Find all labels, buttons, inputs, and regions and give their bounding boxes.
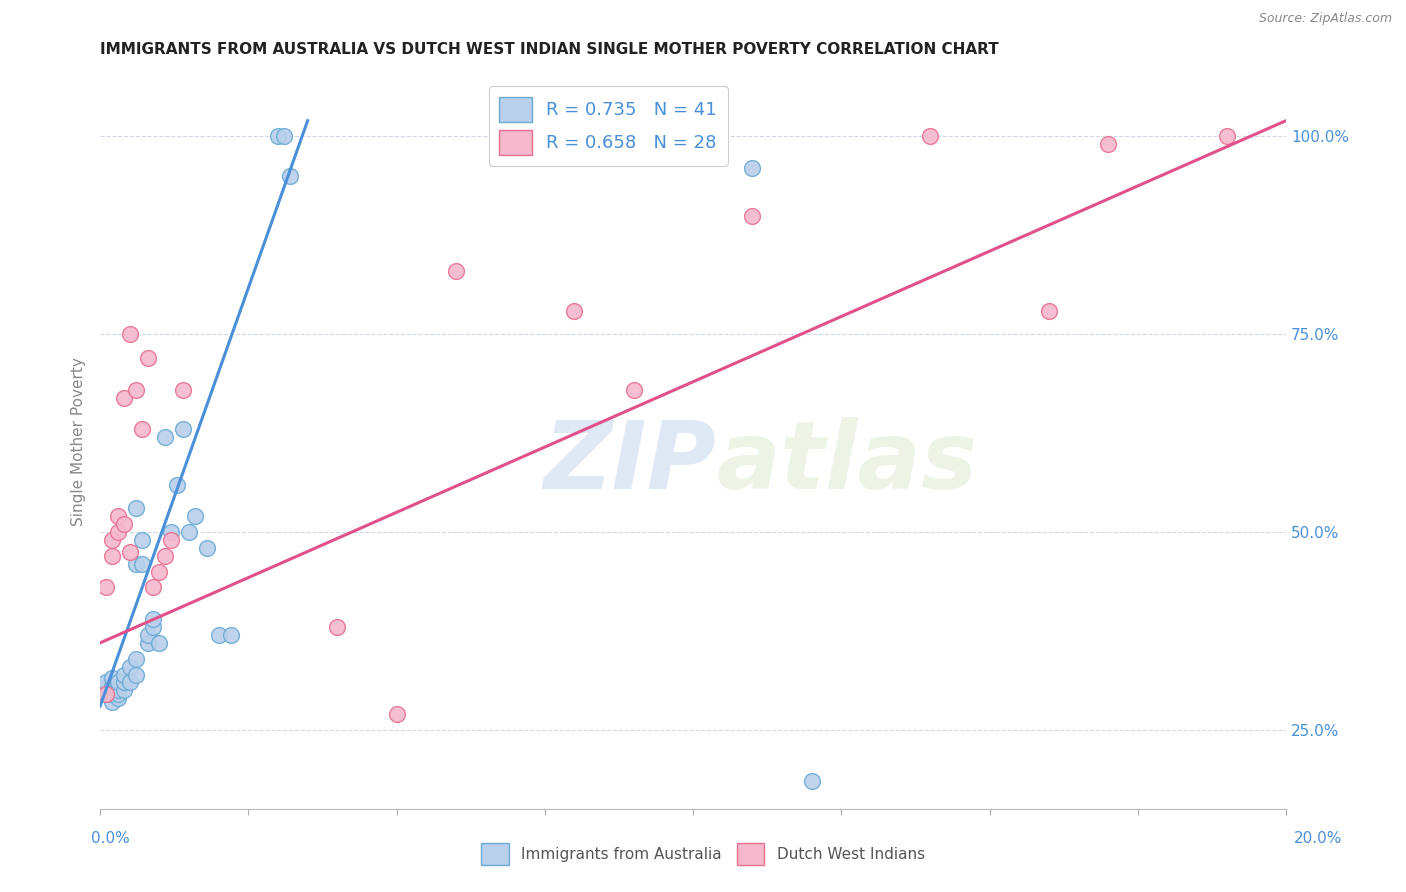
Point (112, 667, 135, 681)
Point (1215, 129, 1237, 144)
Text: ZIP: ZIP (544, 417, 717, 509)
Point (208, 628, 231, 642)
Point (148, 636, 170, 650)
Point (326, 620, 349, 634)
Point (1097, 137, 1119, 152)
Point (444, 264, 467, 278)
Point (94, 675, 117, 690)
Point (125, 383, 148, 397)
Text: 20.0%: 20.0% (1295, 831, 1343, 846)
Point (155, 430, 177, 444)
Point (741, 209, 763, 223)
Point (118, 545, 141, 559)
Point (107, 691, 129, 706)
Text: atlas: atlas (717, 417, 979, 509)
Text: 0.0%: 0.0% (91, 831, 131, 846)
Point (142, 581, 165, 595)
Point (920, 129, 942, 144)
Point (107, 683, 129, 698)
Point (125, 667, 148, 681)
Point (107, 687, 129, 701)
Point (112, 675, 135, 690)
Point (131, 533, 153, 547)
Point (278, 169, 301, 183)
Point (107, 525, 129, 540)
Legend: Immigrants from Australia, Dutch West Indians: Immigrants from Australia, Dutch West In… (475, 837, 931, 871)
Point (94, 679, 117, 693)
Point (94, 581, 117, 595)
Point (101, 549, 124, 563)
Point (172, 383, 194, 397)
Point (136, 628, 159, 642)
Point (1038, 303, 1060, 318)
Point (101, 672, 124, 686)
Point (107, 675, 129, 690)
Text: IMMIGRANTS FROM AUSTRALIA VS DUTCH WEST INDIAN SINGLE MOTHER POVERTY CORRELATION: IMMIGRANTS FROM AUSTRALIA VS DUTCH WEST … (100, 42, 998, 57)
Point (101, 679, 124, 693)
Point (112, 517, 135, 532)
Point (142, 612, 165, 626)
Point (741, 161, 763, 176)
Legend: R = 0.735   N = 41, R = 0.658   N = 28: R = 0.735 N = 41, R = 0.658 N = 28 (489, 86, 728, 166)
Point (160, 525, 183, 540)
Y-axis label: Single Mother Poverty: Single Mother Poverty (72, 357, 86, 525)
Point (184, 509, 207, 524)
Point (219, 628, 242, 642)
Point (166, 477, 188, 491)
Point (131, 422, 153, 436)
Point (118, 659, 141, 673)
Point (273, 129, 295, 144)
Point (177, 525, 200, 540)
Point (101, 533, 124, 547)
Point (195, 541, 218, 555)
Point (564, 303, 586, 318)
Point (136, 636, 159, 650)
Point (385, 707, 408, 722)
Point (101, 695, 124, 709)
Point (118, 675, 141, 690)
Point (125, 557, 148, 571)
Point (125, 501, 148, 516)
Point (800, 774, 823, 789)
Point (112, 683, 135, 698)
Point (136, 351, 159, 365)
Point (623, 383, 645, 397)
Point (267, 129, 290, 144)
Point (112, 391, 135, 405)
Point (94, 687, 117, 701)
Text: Source: ZipAtlas.com: Source: ZipAtlas.com (1258, 12, 1392, 25)
Point (155, 549, 177, 563)
Point (160, 533, 183, 547)
Point (107, 509, 129, 524)
Point (125, 651, 148, 665)
Point (94, 687, 117, 701)
Point (148, 565, 170, 579)
Point (118, 327, 141, 342)
Point (131, 557, 153, 571)
Point (142, 620, 165, 634)
Point (101, 687, 124, 701)
Point (172, 422, 194, 436)
